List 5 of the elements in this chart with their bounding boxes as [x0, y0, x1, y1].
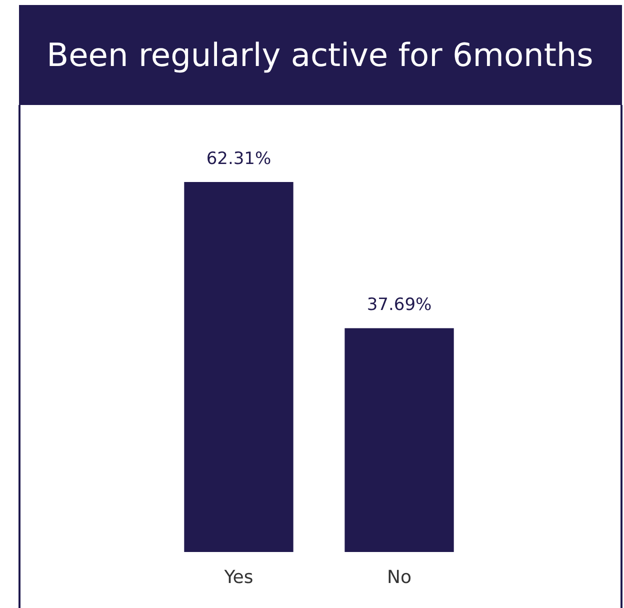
data-label: 62.31%	[206, 149, 272, 169]
x-tick-label: No	[387, 567, 412, 588]
chart-title: Been regularly active for 6months	[46, 36, 594, 74]
x-tick-label: Yes	[223, 567, 254, 588]
data-label: 37.69%	[366, 295, 432, 316]
